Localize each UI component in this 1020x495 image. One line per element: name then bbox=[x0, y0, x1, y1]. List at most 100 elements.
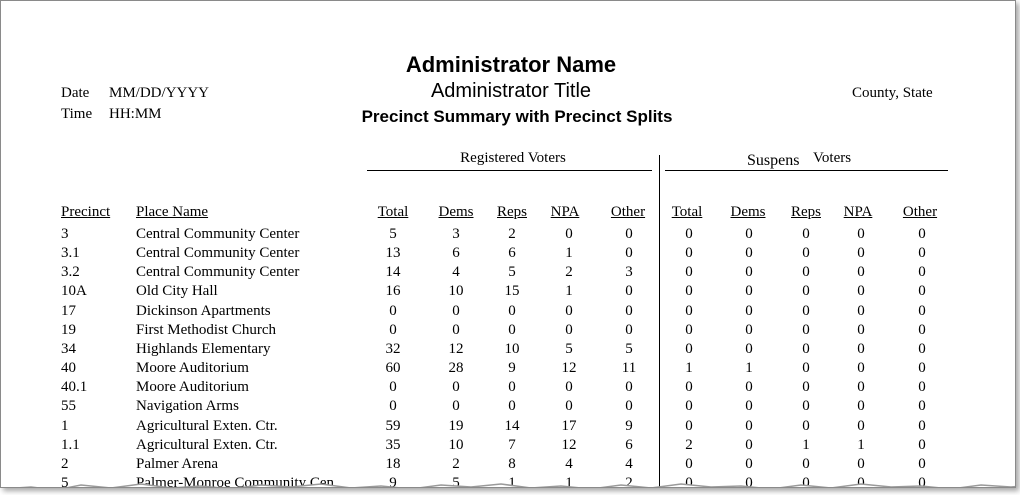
sus-npa-cell: 0 bbox=[857, 226, 865, 242]
table-row: 40.1 Moore Auditorium 0 0 0 0 0 0 0 0 0 0 bbox=[1, 379, 1015, 398]
precinct-cell: 3.1 bbox=[61, 245, 80, 262]
reg-npa-cell: 0 bbox=[565, 302, 573, 319]
reg-other-cell: 0 bbox=[625, 379, 633, 396]
reg-other-cell: 3 bbox=[625, 264, 633, 281]
reg-npa-cell: 1 bbox=[565, 245, 573, 262]
reg-total-cell: 16 bbox=[385, 283, 401, 300]
reg-total-cell: 32 bbox=[385, 340, 401, 357]
sus-dems-cell: 1 bbox=[745, 360, 753, 377]
col-reg-reps: Reps bbox=[497, 204, 527, 220]
sus-total-cell: 1 bbox=[685, 360, 693, 377]
reg-dems-cell: 10 bbox=[448, 283, 464, 300]
reg-reps-cell: 14 bbox=[504, 417, 520, 434]
sus-reps-cell: 0 bbox=[802, 321, 810, 338]
sus-npa-cell: 0 bbox=[857, 302, 865, 319]
sus-reps-cell: 0 bbox=[802, 340, 810, 357]
reg-dems-cell: 10 bbox=[448, 436, 464, 453]
reg-other-cell: 2 bbox=[625, 474, 633, 488]
precinct-cell: 1 bbox=[61, 417, 69, 434]
reg-total-cell: 14 bbox=[385, 264, 401, 281]
precinct-cell: 40 bbox=[61, 360, 76, 377]
reg-other-cell: 4 bbox=[625, 455, 633, 472]
reg-reps-cell: 0 bbox=[508, 398, 516, 415]
col-reg-dems: Dems bbox=[438, 204, 474, 220]
reg-total-cell: 0 bbox=[389, 302, 397, 319]
sus-other-cell: 0 bbox=[918, 379, 926, 396]
reg-reps-cell: 0 bbox=[508, 302, 516, 319]
precinct-cell: 10A bbox=[61, 283, 87, 300]
time-value: HH:MM bbox=[109, 106, 162, 122]
place-name-cell: Dickinson Apartments bbox=[136, 302, 271, 319]
sus-reps-cell: 1 bbox=[802, 436, 810, 453]
sus-npa-cell: 1 bbox=[857, 436, 865, 453]
torn-edge bbox=[19, 483, 1015, 487]
date-label: Date bbox=[61, 85, 90, 101]
sus-other-cell: 0 bbox=[918, 283, 926, 300]
col-precinct: Precinct bbox=[61, 204, 111, 220]
reg-dems-cell: 4 bbox=[452, 264, 460, 281]
sus-npa-cell: 0 bbox=[857, 455, 865, 472]
table-row: 5 Palmer-Monroe Community Cen 9 5 1 1 2 0 0 0 0 0 bbox=[1, 474, 1015, 488]
sus-total-cell: 0 bbox=[685, 379, 693, 396]
place-name-cell: First Methodist Church bbox=[136, 321, 277, 338]
col-sus-npa: NPA bbox=[843, 204, 873, 220]
sus-npa-cell: 0 bbox=[857, 340, 865, 357]
table-row: 34 Highlands Elementary 32 12 10 5 5 0 0 0 0 0 bbox=[1, 341, 1015, 360]
sus-dems-cell: 0 bbox=[745, 436, 753, 453]
sus-total-cell: 0 bbox=[685, 455, 693, 472]
table-row: 2 Palmer Arena 18 2 8 4 4 0 0 0 0 0 bbox=[1, 456, 1015, 475]
reg-total-cell: 18 bbox=[385, 455, 401, 472]
place-name-cell: Central Community Center bbox=[136, 226, 300, 242]
sus-total-cell: 0 bbox=[685, 340, 693, 357]
reg-reps-cell: 0 bbox=[508, 321, 516, 338]
reg-total-cell: 59 bbox=[385, 417, 401, 434]
place-name-cell: Moore Auditorium bbox=[136, 360, 249, 377]
precinct-cell: 19 bbox=[61, 321, 76, 338]
sus-total-cell: 0 bbox=[685, 245, 693, 262]
administrator-name: Administrator Name bbox=[405, 52, 617, 77]
reg-dems-cell: 5 bbox=[452, 474, 460, 488]
reg-dems-cell: 3 bbox=[452, 226, 460, 242]
section-divider bbox=[659, 155, 660, 487]
sus-reps-cell: 0 bbox=[802, 245, 810, 262]
reg-total-cell: 13 bbox=[385, 245, 401, 262]
sus-reps-cell: 0 bbox=[802, 264, 810, 281]
precinct-cell: 2 bbox=[61, 455, 69, 472]
table-row: 17 Dickinson Apartments 0 0 0 0 0 0 0 0 0 0 bbox=[1, 303, 1015, 322]
sus-reps-cell: 0 bbox=[802, 360, 810, 377]
reg-dems-cell: 6 bbox=[452, 245, 460, 262]
sus-npa-cell: 0 bbox=[857, 264, 865, 281]
reg-other-cell: 9 bbox=[625, 417, 633, 434]
reg-npa-cell: 0 bbox=[565, 398, 573, 415]
reg-total-cell: 0 bbox=[389, 398, 397, 415]
col-place-name: Place Name bbox=[136, 204, 209, 220]
sus-reps-cell: 0 bbox=[802, 226, 810, 242]
sus-dems-cell: 0 bbox=[745, 264, 753, 281]
sus-npa-cell: 0 bbox=[857, 417, 865, 434]
sus-npa-cell: 0 bbox=[857, 379, 865, 396]
registered-voters-header: Registered Voters bbox=[460, 150, 566, 166]
sus-reps-cell: 0 bbox=[802, 398, 810, 415]
precinct-cell: 40.1 bbox=[61, 379, 88, 396]
col-sus-other: Other bbox=[902, 204, 938, 220]
sus-other-cell: 0 bbox=[918, 302, 926, 319]
reg-reps-cell: 15 bbox=[504, 283, 520, 300]
sus-dems-cell: 0 bbox=[745, 226, 753, 242]
sus-total-cell: 0 bbox=[685, 283, 693, 300]
reg-other-cell: 11 bbox=[621, 360, 637, 377]
precinct-cell: 5 bbox=[61, 474, 69, 488]
reg-dems-cell: 28 bbox=[448, 360, 464, 377]
sus-total-cell: 0 bbox=[685, 321, 693, 338]
reg-reps-cell: 1 bbox=[508, 474, 516, 488]
reg-reps-cell: 5 bbox=[508, 264, 516, 281]
sus-npa-cell: 0 bbox=[857, 398, 865, 415]
reg-npa-cell: 4 bbox=[565, 455, 573, 472]
table-row: 10A Old City Hall 16 10 15 1 0 0 0 0 0 0 bbox=[1, 283, 1015, 302]
sus-dems-cell: 0 bbox=[745, 379, 753, 396]
reg-reps-cell: 8 bbox=[508, 455, 516, 472]
reg-total-cell: 5 bbox=[389, 226, 397, 242]
sus-reps-cell: 0 bbox=[802, 302, 810, 319]
table-row: 3.1 Central Community Center 13 6 6 1 0 0 0 0 0 0 bbox=[1, 245, 1015, 264]
sus-reps-cell: 0 bbox=[802, 379, 810, 396]
